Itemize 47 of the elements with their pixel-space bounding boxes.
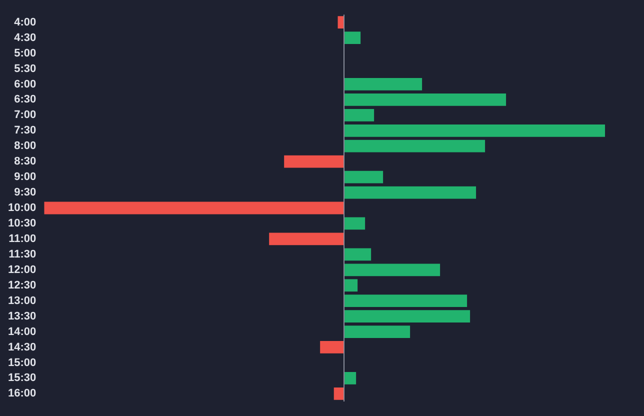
y-tick-label: 16:00 [8,388,36,400]
y-tick-label: 14:00 [8,326,36,338]
bar [320,341,344,354]
y-tick-label: 12:30 [8,279,36,292]
y-tick-label: 15:00 [8,356,36,369]
bar [344,310,470,322]
y-tick-label: 9:30 [14,186,36,199]
y-tick-label: 11:30 [8,248,36,260]
bar [344,78,422,90]
bar [344,32,361,44]
bar [44,202,344,214]
y-tick-label: 7:00 [14,109,36,122]
y-tick-label: 6:30 [14,94,36,106]
bar [344,264,440,276]
bar [344,294,468,308]
bar [344,108,374,122]
y-tick-label: 14:30 [8,341,36,354]
y-tick-label: 5:30 [14,62,36,75]
y-tick-label: 13:30 [8,310,36,322]
bar [284,155,344,168]
bar [344,279,358,292]
bar [344,217,366,230]
bar [269,232,344,246]
y-tick-label: 11:00 [8,232,36,245]
bar [344,124,606,137]
y-tick-label: 10:00 [8,202,36,214]
bar [344,186,476,199]
y-tick-label: 10:30 [8,218,36,230]
bar [344,94,506,106]
bar [338,16,344,29]
y-tick-label: 5:00 [14,47,36,60]
y-tick-label: 7:30 [14,124,36,137]
bar [344,248,372,261]
y-tick-label: 8:30 [14,156,36,168]
y-tick-label: 9:00 [14,171,36,184]
bar [334,387,344,400]
y-tick-label: 13:00 [8,294,36,307]
bar [344,170,384,184]
y-tick-label: 12:00 [8,264,36,276]
bar [344,326,410,338]
y-tick-label: 4:30 [14,32,36,44]
y-tick-label: 4:00 [14,16,36,28]
y-tick-label: 6:00 [14,78,36,90]
y-tick-label: 8:00 [14,140,36,152]
bar [344,372,356,384]
y-tick-label: 15:30 [8,372,36,384]
bar [344,140,486,152]
